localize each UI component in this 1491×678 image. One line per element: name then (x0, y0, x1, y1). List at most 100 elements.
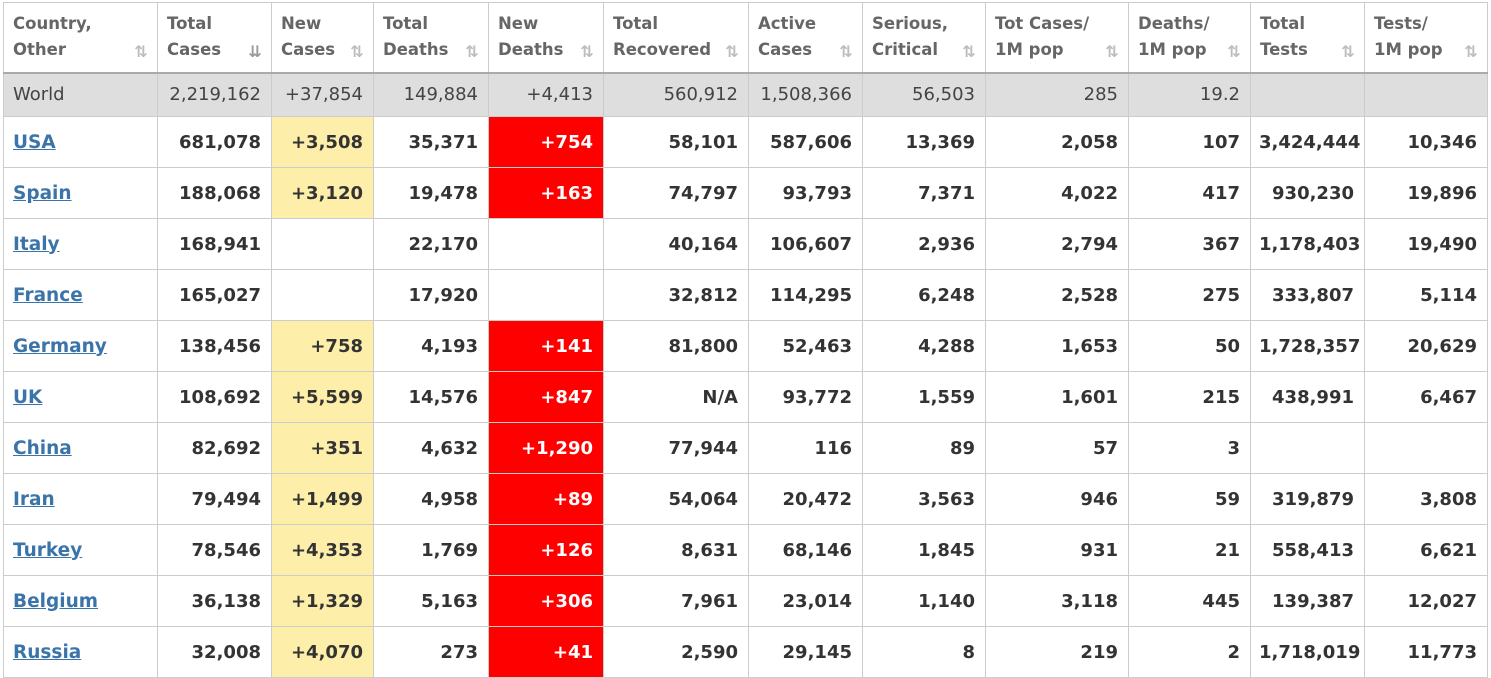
column-header-serious-critical[interactable]: Serious, Critical ⇅ (862, 2, 986, 74)
cell-new-deaths: +847 (488, 371, 604, 423)
cell-country: Germany (3, 320, 158, 372)
cell-active-cases: 587,606 (748, 116, 863, 168)
table-row: Russia 32,008 +4,070 273 +41 2,590 29,145 8 219 2… (3, 626, 1488, 678)
cell-total-tests: 1,728,357 (1250, 320, 1365, 372)
sort-icon[interactable]: ⇅ (465, 41, 479, 61)
column-header-label: 1M pop (995, 40, 1064, 60)
cell-total-recovered: 2,590 (603, 626, 749, 678)
cell-serious-critical: 56,503 (862, 72, 986, 117)
cell-total-recovered: 54,064 (603, 473, 749, 525)
cell-tot-cases-per-1m: 57 (985, 422, 1129, 474)
cell-total-cases: 681,078 (157, 116, 272, 168)
cell-tot-cases-per-1m: 3,118 (985, 575, 1129, 627)
column-header-tests-per-1m[interactable]: Tests/1M pop ⇅ (1364, 2, 1488, 74)
cell-new-cases: +351 (271, 422, 374, 474)
cell-serious-critical: 89 (862, 422, 986, 474)
column-header-label: New (498, 14, 539, 34)
country-link[interactable]: Turkey (13, 539, 83, 561)
sort-icon[interactable]: ⇅ (1341, 41, 1355, 61)
cell-tests-per-1m: 12,027 (1364, 575, 1488, 627)
cell-total-deaths: 4,632 (373, 422, 489, 474)
cell-tests-per-1m: 6,467 (1364, 371, 1488, 423)
cell-new-deaths: +306 (488, 575, 604, 627)
cell-total-cases: 2,219,162 (157, 72, 272, 117)
cell-new-deaths: +163 (488, 167, 604, 219)
sort-icon[interactable]: ⇅ (725, 41, 739, 61)
cell-new-cases: +1,499 (271, 473, 374, 525)
header-row: Country, Other ⇅ Total Cases ⇊ New Cases ⇅ Total D… (3, 2, 1488, 74)
cell-active-cases: 1,508,366 (748, 72, 863, 117)
cell-total-tests (1250, 72, 1365, 117)
column-header-label: 1M pop (1374, 40, 1443, 60)
column-header-total-tests[interactable]: Total Tests ⇅ (1250, 2, 1365, 74)
cell-total-recovered: 40,164 (603, 218, 749, 270)
column-header-label: Cases (167, 40, 222, 60)
column-header-tot-cases-per-1m[interactable]: Tot Cases/1M pop ⇅ (985, 2, 1129, 74)
cell-country: UK (3, 371, 158, 423)
cell-total-deaths: 17,920 (373, 269, 489, 321)
country-link[interactable]: Spain (13, 182, 72, 204)
country-link[interactable]: Belgium (13, 590, 99, 612)
cell-new-cases: +37,854 (271, 72, 374, 117)
sort-icon[interactable]: ⇅ (580, 41, 594, 61)
cell-total-recovered: 74,797 (603, 167, 749, 219)
cell-new-deaths: +41 (488, 626, 604, 678)
cell-country: France (3, 269, 158, 321)
cell-tests-per-1m: 10,346 (1364, 116, 1488, 168)
column-header-new-deaths[interactable]: New Deaths ⇅ (488, 2, 604, 74)
sort-icon[interactable]: ⇅ (1105, 41, 1119, 61)
cell-tests-per-1m: 19,896 (1364, 167, 1488, 219)
country-link[interactable]: Germany (13, 335, 107, 357)
sort-icon[interactable]: ⇅ (350, 41, 364, 61)
column-header-label: Total (167, 14, 213, 34)
table-row: Spain 188,068 +3,120 19,478 +163 74,797 93,793… (3, 167, 1488, 219)
cell-serious-critical: 7,371 (862, 167, 986, 219)
sort-icon[interactable]: ⇅ (962, 41, 976, 61)
cell-tot-cases-per-1m: 1,653 (985, 320, 1129, 372)
country-link[interactable]: UK (13, 386, 43, 408)
column-header-total-recovered[interactable]: Total Recovered ⇅ (603, 2, 749, 74)
cell-serious-critical: 2,936 (862, 218, 986, 270)
cell-country: Spain (3, 167, 158, 219)
cell-active-cases: 93,793 (748, 167, 863, 219)
column-header-label: Other (13, 40, 66, 60)
sort-descending-icon[interactable]: ⇊ (248, 41, 262, 61)
column-header-active-cases[interactable]: Active Cases ⇅ (748, 2, 863, 74)
cell-total-cases: 36,138 (157, 575, 272, 627)
sort-icon[interactable]: ⇅ (134, 41, 148, 61)
column-header-deaths-per-1m[interactable]: Deaths/1M pop ⇅ (1128, 2, 1251, 74)
cell-total-cases: 168,941 (157, 218, 272, 270)
cell-tests-per-1m (1364, 72, 1488, 117)
country-link[interactable]: USA (13, 131, 56, 153)
country-link[interactable]: Russia (13, 641, 82, 663)
column-header-label: Cases (281, 40, 336, 60)
sort-icon[interactable]: ⇅ (1464, 41, 1478, 61)
cell-country: China (3, 422, 158, 474)
country-link[interactable]: China (13, 437, 72, 459)
sort-icon[interactable]: ⇅ (839, 41, 853, 61)
cell-total-recovered: 560,912 (603, 72, 749, 117)
cell-total-deaths: 19,478 (373, 167, 489, 219)
column-header-total-cases[interactable]: Total Cases ⇊ (157, 2, 272, 74)
table-row: Turkey 78,546 +4,353 1,769 +126 8,631 68,146 1,… (3, 524, 1488, 576)
cell-tot-cases-per-1m: 4,022 (985, 167, 1129, 219)
column-header-total-deaths[interactable]: Total Deaths ⇅ (373, 2, 489, 74)
cell-tests-per-1m: 11,773 (1364, 626, 1488, 678)
cell-serious-critical: 1,845 (862, 524, 986, 576)
cell-tot-cases-per-1m: 285 (985, 72, 1129, 117)
cell-deaths-per-1m: 107 (1128, 116, 1251, 168)
country-link[interactable]: France (13, 284, 83, 306)
cell-total-tests: 319,879 (1250, 473, 1365, 525)
column-header-country[interactable]: Country, Other ⇅ (3, 2, 158, 74)
cell-deaths-per-1m: 21 (1128, 524, 1251, 576)
cell-new-deaths (488, 218, 604, 270)
column-header-new-cases[interactable]: New Cases ⇅ (271, 2, 374, 74)
cell-active-cases: 20,472 (748, 473, 863, 525)
country-link[interactable]: Iran (13, 488, 55, 510)
table-row: France 165,027 17,920 32,812 114,295 6,248 2,5… (3, 269, 1488, 321)
country-link[interactable]: Italy (13, 233, 60, 255)
column-header-label: Recovered (613, 40, 712, 60)
cell-country: Russia (3, 626, 158, 678)
sort-icon[interactable]: ⇅ (1227, 41, 1241, 61)
cell-new-deaths: +89 (488, 473, 604, 525)
